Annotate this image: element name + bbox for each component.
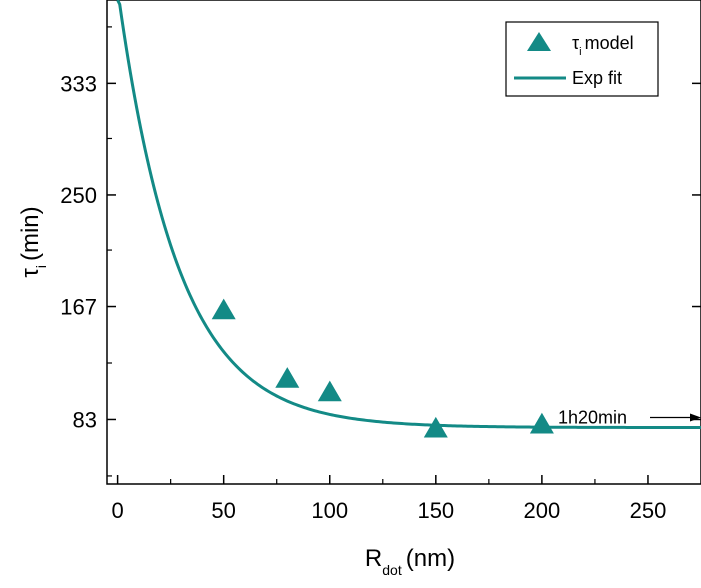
legend: τi model Exp fit (505, 21, 659, 97)
y-axis-label-unit: (min) (17, 206, 44, 261)
y-tick-label: 250 (60, 183, 97, 208)
legend-box (505, 21, 659, 97)
x-tick-label: 200 (524, 498, 561, 523)
legend-label-fit: Exp fit (572, 68, 622, 88)
x-axis-label: Rdot (nm) (365, 545, 455, 578)
y-tick-label: 333 (60, 71, 97, 96)
data-point-triangle (275, 367, 300, 388)
y-tick-label: 83 (73, 407, 97, 432)
x-axis-label-unit: (nm) (406, 545, 455, 572)
y-axis-label-sub: i (33, 265, 49, 268)
y-tick-label: 167 (60, 295, 97, 320)
y-axis-label: τi (min) (17, 206, 49, 277)
data-point-triangle (529, 412, 554, 434)
fit-line-layer (116, 0, 701, 430)
x-tick-label: 50 (211, 498, 235, 523)
x-tick-label: 100 (311, 498, 348, 523)
data-point-triangle (211, 298, 236, 320)
x-axis-label-sub: dot (382, 562, 402, 578)
y-axis-label-main: τ (17, 268, 44, 278)
legend-label-model: τi model (572, 33, 634, 58)
x-tick-label: 250 (630, 498, 667, 523)
plot-frame (106, 0, 701, 485)
x-tick-label: 0 (111, 498, 123, 523)
annotation-layer: 1h20min (558, 408, 701, 428)
x-tick-label: 150 (417, 498, 454, 523)
x-axis-label-main: R (365, 545, 382, 572)
data-point-triangle (317, 380, 342, 402)
axes: 0 50 100 150 200 250 83 167 250 333 Rdot (nm) τi (min… (17, 0, 701, 578)
legend-triangle-marker (527, 32, 551, 51)
marker-layer (211, 298, 554, 438)
exp-fit-line (116, 0, 701, 430)
annotation-label: 1h20min (558, 408, 627, 428)
annotation-arrow-head (690, 413, 701, 422)
data-point-triangle (423, 416, 448, 438)
